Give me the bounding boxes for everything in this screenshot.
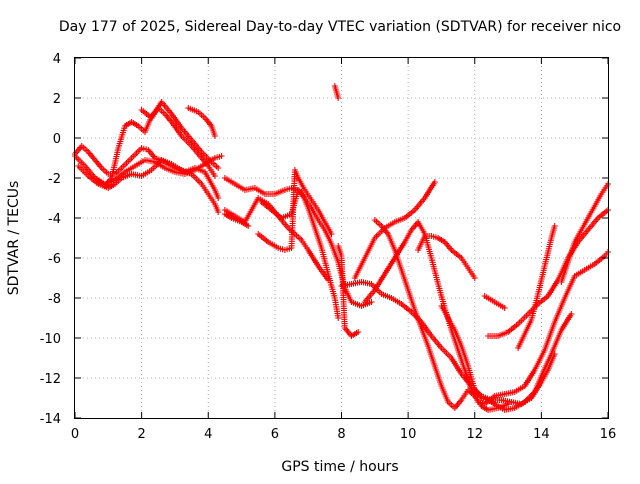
data-series-arc-18 bbox=[415, 233, 478, 281]
data-series-arc-13 bbox=[335, 243, 362, 339]
data-marks bbox=[72, 83, 611, 413]
series-markers bbox=[485, 207, 611, 339]
series-markers bbox=[185, 105, 218, 139]
data-series-arc-19 bbox=[438, 303, 575, 413]
series-markers bbox=[331, 83, 342, 101]
series-markers bbox=[221, 175, 342, 321]
x-tick-label: 16 bbox=[600, 427, 617, 442]
series-markers bbox=[438, 303, 575, 413]
data-series-arc-3 bbox=[75, 157, 222, 215]
data-series-arc-17 bbox=[371, 217, 512, 413]
x-tick-label: 6 bbox=[271, 427, 279, 442]
data-series-arc-20 bbox=[481, 293, 508, 311]
x-axis-label: GPS time / hours bbox=[281, 459, 398, 475]
data-series-arc-11 bbox=[255, 167, 335, 253]
x-tick-label: 4 bbox=[204, 427, 212, 442]
series-markers bbox=[138, 99, 222, 171]
data-series-arc-5 bbox=[138, 99, 222, 171]
x-tick-label: 12 bbox=[466, 427, 483, 442]
series-markers bbox=[371, 217, 512, 413]
y-tick-label: -4 bbox=[48, 212, 61, 227]
y-tick-label: 0 bbox=[53, 132, 61, 147]
data-series-arc-7 bbox=[221, 175, 342, 321]
axis-ticks: 0 2 4 6 8 10 12 14 16 -14 -12 -10 -8 -6 -4 -2 0 2 4 bbox=[40, 52, 617, 442]
y-axis-label: SDTVAR / TECUs bbox=[6, 181, 22, 296]
data-series-arc-6 bbox=[185, 105, 218, 139]
x-tick-label: 10 bbox=[400, 427, 417, 442]
y-tick-label: -2 bbox=[48, 172, 61, 187]
x-tick-label: 8 bbox=[337, 427, 345, 442]
data-series-arc-22 bbox=[515, 223, 558, 351]
series-markers bbox=[481, 293, 508, 311]
chart-title: Day 177 of 2025, Sidereal Day-to-day VTE… bbox=[59, 19, 621, 35]
series-markers bbox=[415, 233, 478, 281]
series-markers bbox=[558, 181, 611, 285]
series-markers bbox=[255, 167, 335, 253]
y-tick-label: -14 bbox=[40, 412, 61, 427]
x-tick-label: 0 bbox=[71, 427, 79, 442]
data-series-arc-21 bbox=[485, 207, 611, 339]
y-tick-label: 2 bbox=[53, 92, 61, 107]
data-series-arc-12 bbox=[331, 83, 342, 101]
data-series-arc-23 bbox=[558, 181, 611, 285]
y-tick-label: -6 bbox=[48, 252, 61, 267]
y-tick-label: -8 bbox=[48, 292, 61, 307]
x-tick-label: 14 bbox=[533, 427, 550, 442]
y-tick-label: 4 bbox=[53, 52, 61, 67]
series-markers bbox=[221, 211, 252, 229]
data-series-arc-9 bbox=[221, 211, 252, 229]
y-tick-label: -12 bbox=[40, 372, 61, 387]
plot-frame bbox=[74, 57, 609, 419]
x-tick-label: 2 bbox=[137, 427, 145, 442]
series-markers bbox=[335, 243, 362, 339]
series-markers bbox=[515, 223, 558, 351]
y-tick-label: -10 bbox=[40, 332, 61, 347]
series-markers bbox=[75, 157, 222, 215]
